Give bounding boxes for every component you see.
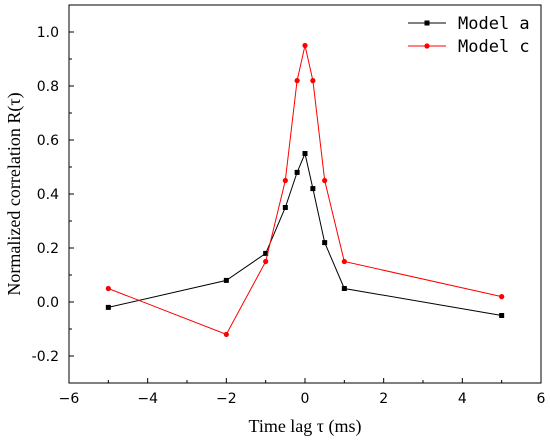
data-point — [223, 331, 229, 337]
data-point — [310, 78, 316, 84]
data-point — [294, 169, 300, 175]
legend: Model a Model c — [408, 14, 530, 57]
x-tick-label: 6 — [537, 391, 546, 407]
y-tick-label: -0.2 — [32, 349, 59, 365]
data-point — [499, 294, 505, 300]
legend-label: Model c — [458, 37, 530, 57]
x-axis-title: Time lag τ (ms) — [248, 416, 361, 437]
data-point — [302, 42, 308, 49]
data-point — [341, 258, 347, 265]
x-tick-label: 4 — [458, 391, 467, 407]
data-point — [302, 151, 308, 156]
data-point — [282, 205, 288, 210]
y-axis-title: Normalized correlation R(τ) — [4, 92, 25, 295]
y-tick-label: 1.0 — [37, 25, 59, 41]
x-tick-label: 0 — [301, 391, 310, 407]
series-model-c — [105, 42, 505, 337]
data-point — [310, 186, 316, 192]
data-point — [282, 177, 288, 184]
y-tick-label: 0.2 — [37, 241, 59, 257]
x-tick-label: −6 — [59, 391, 80, 407]
data-point — [322, 240, 328, 246]
series-model-a — [105, 151, 505, 318]
x-tick-labels: −6 −4 −2 0 2 4 6 — [59, 391, 546, 407]
series-layer — [105, 42, 505, 337]
x-tick-label: −4 — [137, 391, 158, 407]
data-point — [341, 286, 347, 291]
data-point — [263, 258, 269, 265]
data-point — [294, 78, 300, 84]
plot-frame — [68, 4, 542, 384]
series-line — [108, 45, 502, 336]
y-tick-labels: -0.2 0.0 0.2 0.4 0.6 0.8 1.0 — [32, 25, 59, 365]
data-point — [322, 177, 328, 184]
y-tick-label: 0.4 — [37, 187, 59, 203]
data-point — [499, 313, 505, 318]
legend-marker — [424, 20, 430, 26]
x-tick-label: −2 — [216, 391, 237, 407]
series-line — [108, 151, 502, 316]
y-tick-label: 0.0 — [37, 295, 59, 311]
data-point — [105, 285, 111, 292]
data-point — [223, 277, 229, 283]
axis-ticks — [68, 4, 542, 384]
data-point — [263, 250, 269, 256]
legend-label: Model a — [458, 14, 530, 34]
legend-marker — [424, 43, 430, 49]
y-tick-label: 0.8 — [37, 79, 59, 95]
data-point — [105, 304, 111, 310]
x-tick-label: 2 — [379, 391, 388, 407]
y-tick-label: 0.6 — [37, 133, 59, 149]
